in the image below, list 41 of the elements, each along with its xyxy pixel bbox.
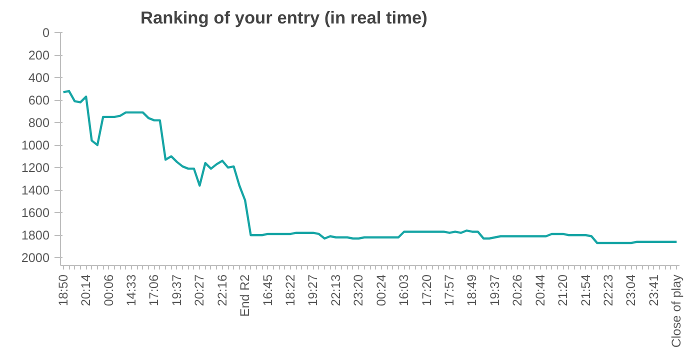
y-tick-label: 1000 bbox=[21, 138, 50, 153]
x-tick-label: 16:03 bbox=[397, 274, 412, 306]
x-tick-label: 18:22 bbox=[283, 274, 298, 306]
y-tick-label: 1800 bbox=[21, 228, 50, 243]
y-tick-label: 200 bbox=[28, 48, 50, 63]
y-tick-label: 600 bbox=[28, 94, 50, 108]
y-tick-label: 2000 bbox=[21, 251, 50, 266]
x-tick-label: Close of play bbox=[670, 274, 684, 348]
x-tick-label: 19:27 bbox=[306, 274, 320, 306]
x-tick-label: 17:20 bbox=[420, 274, 434, 306]
x-tick-label: 22:13 bbox=[328, 274, 343, 306]
x-tick-label: 00:06 bbox=[102, 274, 116, 306]
x-tick-label: 18:49 bbox=[465, 274, 480, 306]
x-tick-label: 22:16 bbox=[215, 274, 230, 306]
y-tick-label: 0 bbox=[42, 26, 50, 40]
y-tick-label: 1600 bbox=[21, 206, 50, 220]
y-tick-label: 1400 bbox=[21, 184, 50, 198]
x-tick-label: 20:14 bbox=[79, 274, 94, 306]
x-tick-label: 21:20 bbox=[556, 274, 570, 306]
x-tick-label: 20:26 bbox=[510, 274, 525, 306]
y-tick-label: 400 bbox=[28, 71, 50, 86]
y-tick-label: 1200 bbox=[21, 161, 50, 176]
x-tick-label: 18:50 bbox=[56, 274, 70, 306]
x-tick-label: 22:23 bbox=[602, 274, 616, 306]
x-tick-label: End R2 bbox=[238, 274, 252, 317]
x-tick-label: 23:41 bbox=[646, 274, 661, 306]
x-tick-label: 17:57 bbox=[442, 274, 457, 306]
line-series bbox=[62, 90, 678, 244]
chart-title: Ranking of your entry (in real time) bbox=[140, 8, 428, 28]
x-tick-label: 14:33 bbox=[124, 274, 138, 306]
x-tick-label: 20:27 bbox=[192, 274, 207, 306]
x-tick-label: 19:37 bbox=[170, 274, 184, 306]
x-tick-label: 17:06 bbox=[147, 274, 162, 306]
x-tick-label: 23:20 bbox=[352, 274, 366, 306]
x-tick-label: 19:37 bbox=[488, 274, 502, 306]
x-tick-label: 23:04 bbox=[624, 274, 638, 306]
x-tick-label: 00:24 bbox=[374, 274, 388, 306]
x-tick-label: 16:45 bbox=[260, 274, 275, 306]
x-tick-label: 20:44 bbox=[533, 274, 548, 306]
x-tick-label: 21:54 bbox=[578, 274, 593, 306]
y-tick-label: 800 bbox=[28, 116, 50, 130]
